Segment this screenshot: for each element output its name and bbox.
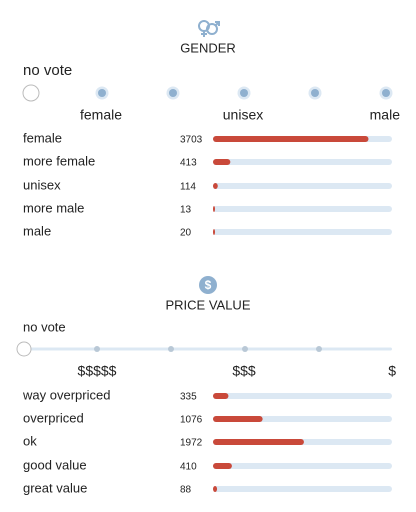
slider-stop[interactable] bbox=[316, 346, 322, 352]
bar-track bbox=[213, 183, 392, 189]
row-count: 410 bbox=[180, 462, 197, 473]
section-title: GENDER bbox=[180, 40, 236, 55]
bar-track bbox=[213, 229, 392, 235]
row-count: 413 bbox=[180, 158, 197, 169]
svg-text:$: $ bbox=[205, 278, 212, 292]
row-label: way overpriced bbox=[22, 387, 110, 402]
slider-stop-dot[interactable] bbox=[311, 89, 319, 97]
slider-track bbox=[23, 347, 392, 351]
bar-track bbox=[213, 463, 392, 469]
scale-label: $$$$$ bbox=[78, 363, 117, 379]
slider-stop[interactable] bbox=[168, 346, 174, 352]
bar bbox=[213, 183, 218, 189]
row-label: good value bbox=[23, 457, 87, 472]
bar bbox=[213, 416, 263, 422]
price-icon: $ bbox=[199, 276, 217, 294]
scale-label: $$$ bbox=[232, 363, 256, 379]
slider-stop-dot[interactable] bbox=[240, 89, 248, 97]
scale-label: male bbox=[370, 107, 401, 123]
bar-track bbox=[213, 159, 392, 165]
row-label: more male bbox=[23, 200, 84, 215]
bar bbox=[213, 136, 369, 142]
row-label: male bbox=[23, 223, 51, 238]
section-title: PRICE VALUE bbox=[165, 297, 250, 312]
bar bbox=[213, 463, 232, 469]
bar bbox=[213, 206, 215, 212]
slider-handle[interactable] bbox=[22, 84, 40, 102]
bar bbox=[213, 439, 304, 445]
vote-label: no vote bbox=[23, 62, 72, 79]
row-label: overpriced bbox=[23, 410, 84, 425]
bar-track bbox=[213, 393, 392, 399]
slider-stop-dot[interactable] bbox=[169, 89, 177, 97]
row-count: 20 bbox=[180, 228, 192, 239]
slider-stop-dot[interactable] bbox=[98, 89, 106, 97]
vote-label: no vote bbox=[23, 319, 66, 334]
scale-label: $ bbox=[388, 363, 396, 379]
slider-stop[interactable] bbox=[242, 346, 248, 352]
bar-track bbox=[213, 486, 392, 492]
bar bbox=[213, 229, 215, 235]
row-count: 1972 bbox=[180, 438, 203, 449]
scale-label: unisex bbox=[223, 107, 263, 123]
row-count: 1076 bbox=[180, 415, 203, 426]
row-count: 88 bbox=[180, 485, 192, 496]
bar bbox=[213, 159, 231, 165]
row-label: ok bbox=[23, 433, 37, 448]
bar bbox=[213, 486, 218, 492]
row-label: great value bbox=[23, 480, 87, 495]
gender-icon bbox=[198, 20, 220, 37]
row-count: 13 bbox=[180, 205, 192, 216]
slider-stop-dot[interactable] bbox=[382, 89, 390, 97]
bar bbox=[213, 393, 229, 399]
row-count: 3703 bbox=[180, 135, 203, 146]
row-count: 114 bbox=[180, 182, 196, 193]
bar-track bbox=[213, 206, 392, 212]
row-label: unisex bbox=[23, 177, 61, 192]
row-label: female bbox=[23, 130, 62, 145]
slider-handle[interactable] bbox=[16, 341, 32, 357]
row-label: more female bbox=[23, 153, 95, 168]
slider-stop[interactable] bbox=[94, 346, 100, 352]
row-count: 335 bbox=[180, 392, 197, 403]
scale-label: female bbox=[80, 107, 122, 123]
